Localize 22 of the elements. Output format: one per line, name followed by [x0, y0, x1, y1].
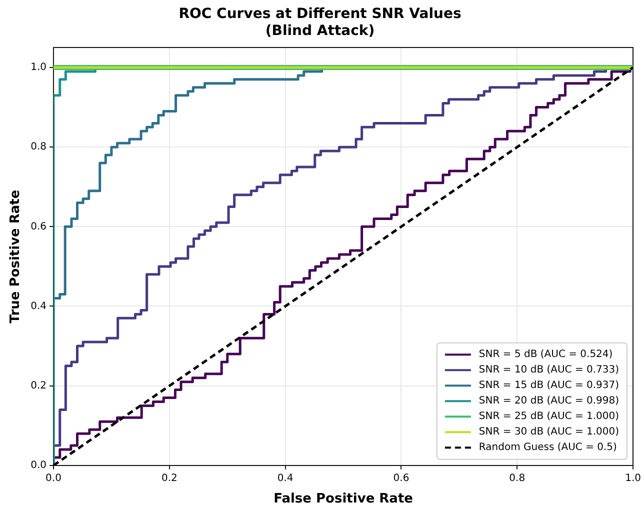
x-tick-label: 0.2: [161, 472, 178, 484]
chart-title: ROC Curves at Different SNR Values (Blind Attack): [178, 6, 462, 39]
legend-label: Random Guess (AUC = 0.5): [478, 442, 618, 454]
y-tick-label: 0.2: [30, 380, 47, 392]
x-tick-label: 0.8: [509, 472, 526, 484]
y-tick-label: 0.6: [30, 221, 47, 232]
y-tick-label: 0.0: [30, 460, 47, 471]
y-tick-label: 0.8: [30, 142, 47, 153]
legend-label: SNR = 30 dB (AUC = 1.000): [478, 426, 620, 438]
x-tick-label: 0.0: [46, 472, 62, 484]
legend-label: SNR = 5 dB (AUC = 0.524): [478, 349, 613, 360]
legend-label: SNR = 10 dB (AUC = 0.733): [478, 364, 620, 376]
y-tick-label: 0.4: [30, 300, 47, 312]
legend-label: SNR = 15 dB (AUC = 0.937): [478, 380, 620, 392]
x-tick-label: 0.6: [393, 472, 410, 484]
x-axis-title: False Positive Rate: [274, 492, 414, 507]
y-axis-title: True Positive Rate: [8, 190, 24, 324]
legend-label: SNR = 20 dB (AUC = 0.998): [478, 396, 620, 407]
x-tick-label: 1.0: [625, 472, 641, 484]
x-tick-label: 0.4: [277, 472, 294, 484]
y-tick-label: 1.0: [30, 62, 47, 74]
legend-label: SNR = 25 dB (AUC = 1.000): [478, 411, 620, 422]
